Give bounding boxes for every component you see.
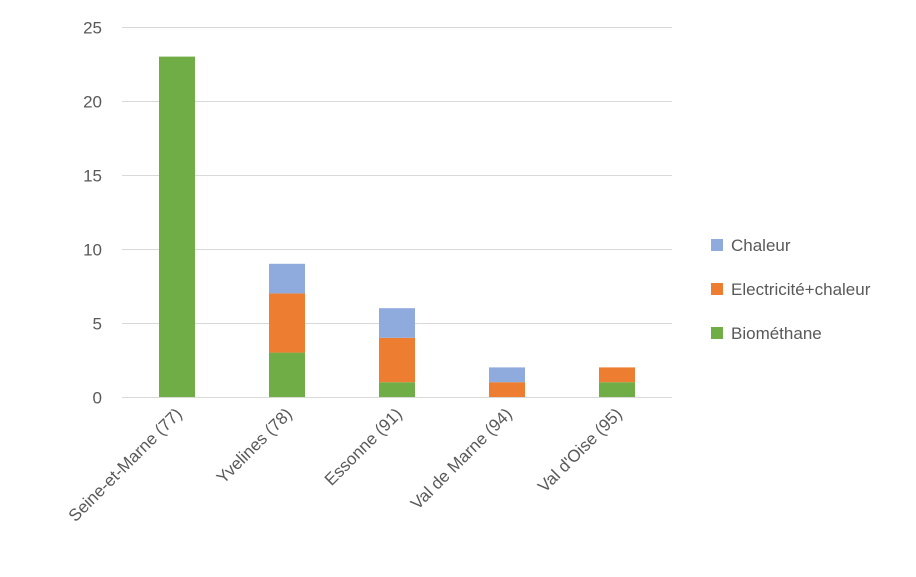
legend: Chaleur Electricité+chaleur Biométhane: [711, 236, 871, 343]
y-tick-label: 20: [83, 93, 102, 112]
legend-swatch-0: [711, 327, 723, 339]
y-tick-label: 0: [93, 389, 102, 408]
x-tick-label: Val d'Oise (95): [534, 404, 626, 496]
y-tick-label: 10: [83, 241, 102, 260]
legend-swatch-2: [711, 239, 723, 251]
bars: [159, 56, 635, 397]
x-tick-label: Seine-et-Marne (77): [65, 404, 186, 525]
legend-label: Electricité+chaleur: [731, 280, 871, 299]
x-tick-label: Yvelines (78): [213, 404, 296, 487]
bar-segment-chaleur-2: [379, 308, 415, 338]
y-tick-label: 5: [93, 315, 102, 334]
x-tick-label: Val de Marne (94): [407, 404, 516, 513]
bar-segment-chaleur-3: [489, 367, 525, 383]
bar-segment-electricit-chaleur-3: [489, 382, 525, 397]
bar-segment-biom-thane-2: [379, 382, 415, 397]
bar-segment-electricit-chaleur-2: [379, 337, 415, 383]
legend-swatch-1: [711, 283, 723, 295]
bar-segment-electricit-chaleur-4: [599, 367, 635, 383]
bar-segment-biom-thane-0: [159, 56, 195, 397]
bar-segment-electricit-chaleur-1: [269, 293, 305, 353]
bar-segment-chaleur-1: [269, 263, 305, 294]
bar-segment-biom-thane-4: [599, 382, 635, 397]
gridlines: [122, 27, 672, 398]
legend-label: Biométhane: [731, 324, 822, 343]
y-tick-label: 25: [83, 19, 102, 38]
y-tick-label: 15: [83, 167, 102, 186]
x-tick-label: Essonne (91): [321, 404, 406, 489]
y-axis: 0 5 10 15 20 25: [83, 19, 102, 408]
x-axis: Seine-et-Marne (77) Yvelines (78) Essonne …: [65, 404, 626, 525]
legend-label: Chaleur: [731, 236, 791, 255]
bar-segment-biom-thane-1: [269, 352, 305, 397]
